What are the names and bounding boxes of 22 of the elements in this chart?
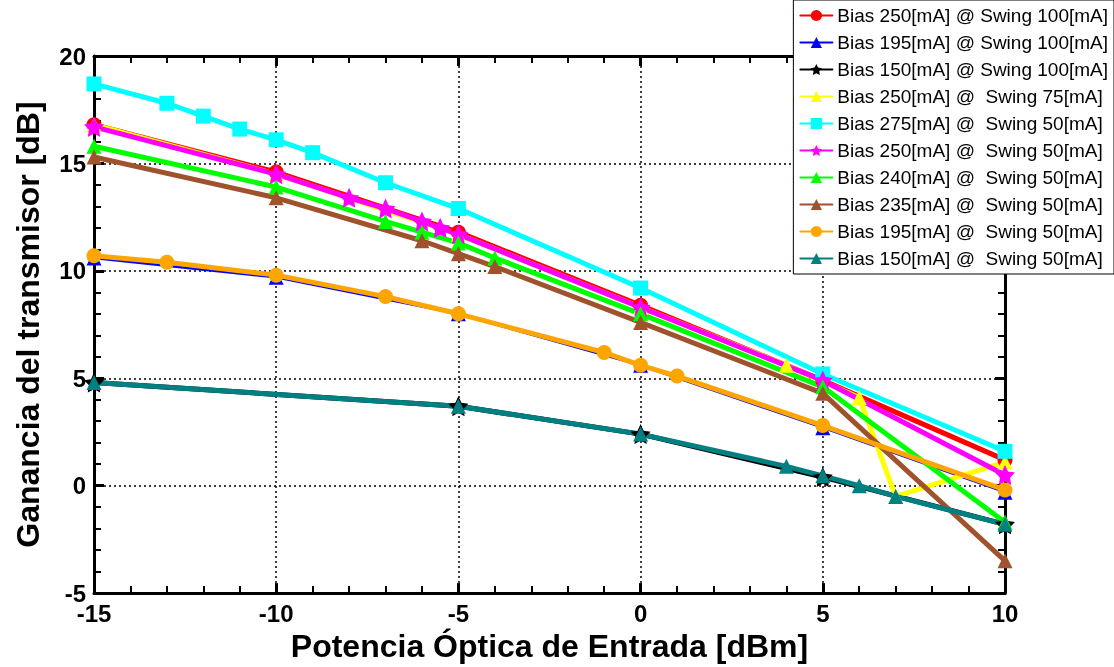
y-axis-title: Ganancia del transmisor [dB] [10,101,46,548]
legend-label: Bias 150[mA] @ Swing 100[mA] [837,59,1109,80]
y-tick-label: 10 [59,257,86,285]
legend-label: Bias 275[mA] @ Swing 50[mA] [837,113,1103,134]
x-axis-title: Potencia Óptica de Entrada [dBm] [290,628,809,664]
y-tick-label: 5 [72,364,86,392]
legend-label: Bias 250[mA] @ Swing 75[mA] [837,86,1103,107]
legend-label: Bias 195[mA] @ Swing 50[mA] [837,221,1103,242]
x-tick-label: -5 [447,599,470,627]
x-tick-label: 0 [633,599,648,627]
legend-label: Bias 250[mA] @ Swing 100[mA] [837,5,1109,26]
legend-label: Bias 250[mA] @ Swing 50[mA] [837,140,1103,161]
y-tick-label: 20 [59,42,86,70]
x-tick-label: 10 [991,599,1019,627]
legend-label: Bias 240[mA] @ Swing 50[mA] [837,167,1103,188]
legend-label: Bias 150[mA] @ Swing 50[mA] [837,248,1103,269]
legend-label: Bias 235[mA] @ Swing 50[mA] [837,194,1103,215]
y-tick-label: 0 [72,472,86,500]
x-tick-label: -10 [258,599,294,627]
y-tick-label: 15 [59,149,86,177]
x-tick-label: 5 [816,599,830,627]
legend-label: Bias 195[mA] @ Swing 100[mA] [837,32,1109,53]
